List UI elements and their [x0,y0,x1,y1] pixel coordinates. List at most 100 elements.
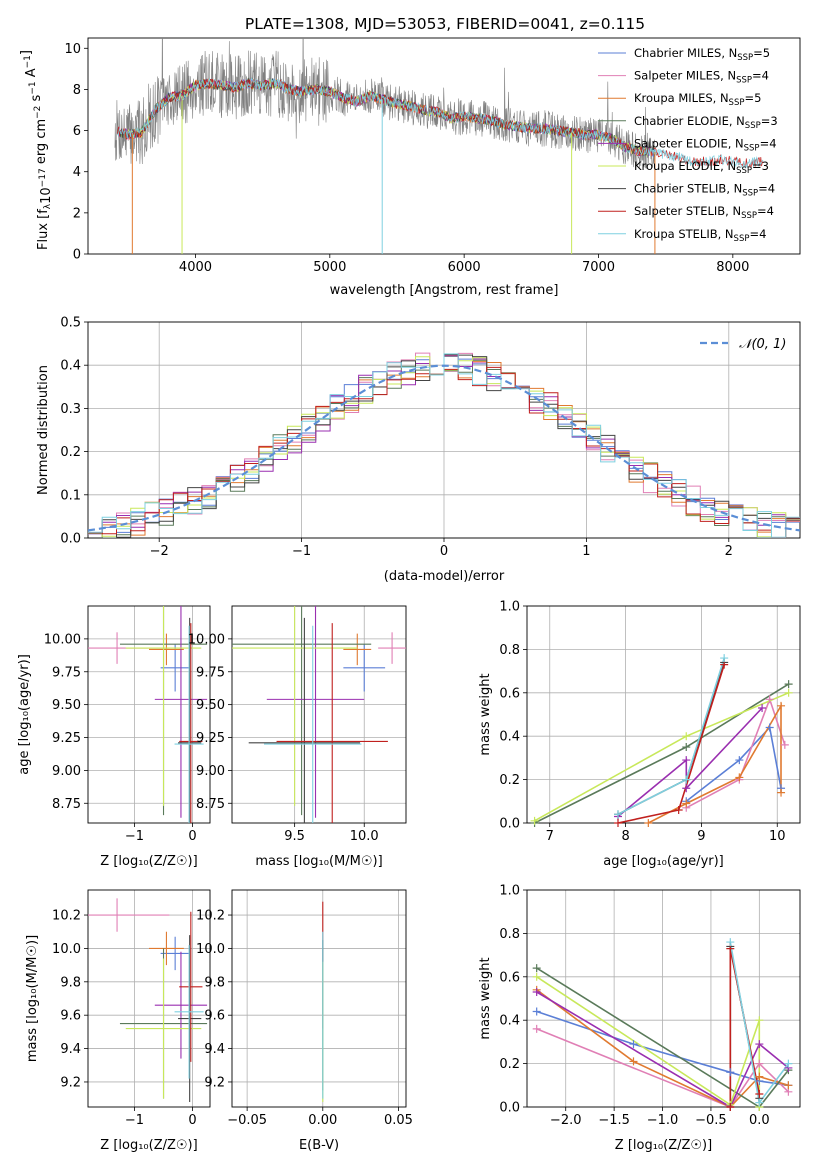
mass-weight-marker [726,1103,735,1111]
x-axis-label: mass [log₁₀(M/M☉)] [255,854,382,869]
mass-weight-line [536,1028,789,1107]
mass-weight-marker [644,819,653,827]
mass-weight-marker [765,695,774,704]
mass-weight-marker [755,1059,764,1068]
x-tick-label: 0.0 [749,1113,770,1128]
y-tick-label: 9.00 [196,764,225,779]
y-tick-label: 0.6 [499,686,520,701]
mass-weight-marker [532,964,541,973]
y-tick-label: 9.2 [60,1075,81,1090]
legend-entry: Kroupa MILES, NSSP=5 [634,91,761,108]
x-tick-label: 1 [582,544,590,559]
legend-entry: Kroupa STELIB, NSSP=4 [634,227,766,244]
mass-weight-marker [530,816,539,825]
mass-weight-marker [755,1098,764,1107]
mass-weight-marker [784,680,793,689]
y-tick-label: 0.6 [499,970,520,985]
y-tick-label: 9.6 [204,1009,225,1024]
axes-frame [87,889,211,1108]
y-tick-label: 0.4 [499,730,520,745]
y-tick-label: 6 [73,124,81,139]
y-tick-label: 8 [73,83,81,98]
y-tick-label: 9.25 [52,731,81,746]
y-tick-label: 0.2 [60,445,81,460]
x-axis-label: (data-model)/error [384,569,505,584]
mass-weight-line [536,991,789,1107]
mass-weight-marker [532,987,541,996]
observed-spectrum [114,38,656,169]
mass-weight-marker [755,1040,764,1049]
mass-weight-marker [758,703,767,712]
x-tick-label: 2 [725,544,733,559]
y-tick-label: 1.0 [499,600,520,615]
x-tick-label: 7000 [582,260,615,275]
y-tick-label: 0.1 [60,488,81,503]
residuals-panel: −2 −1 0 1 2 0.0 0.1 0.2 0.3 0.4 0.5 𝒩(0, 1) (data-mo… [36,316,801,584]
y-tick-label: 0.0 [499,817,520,832]
x-tick-label: 10 [769,829,786,844]
mass-weight-marker [674,805,683,814]
y-axis-label: mass [log₁₀(M/M☉)] [25,935,40,1062]
y-tick-label: 0 [73,248,81,263]
y-tick-label: 0.4 [60,359,81,374]
y-tick-label: 9.00 [52,764,81,779]
y-tick-label: 10.2 [196,909,225,924]
age-vs-metallicity-panel: −1 0 8.75 9.00 9.25 9.50 9.75 10.00 Z [log₁₀(Z/Z… [17,605,211,869]
x-tick-label: −1 [125,1113,144,1128]
mass-vs-metallicity-panel: −1 0 9.2 9.4 9.6 9.8 10.0 10.2 Z [log₁₀(Z/Z☉)] ma… [25,889,211,1153]
mass-weight-marker [765,723,774,732]
mass-weight-vs-age-panel: 7 8 9 10 0.0 0.2 0.4 0.6 0.8 1.0 age [log₁₀(age/yr… [478,600,801,869]
mass-weight-marker [777,701,786,710]
x-tick-label: 0.00 [308,1113,337,1128]
x-axis-label: age [log₁₀(age/yr)] [603,854,724,869]
y-tick-label: 9.4 [60,1042,81,1057]
mass-weight-marker [532,1007,541,1016]
x-tick-label: −1 [292,544,311,559]
model-spectrum [117,78,764,169]
x-tick-label: 9.5 [284,829,305,844]
mass-weight-marker [784,1059,793,1068]
residual-histogram [88,353,800,538]
x-tick-label: 7 [546,829,554,844]
y-tick-label: 1.0 [499,884,520,899]
legend-entry: 𝒩(0, 1) [739,337,786,352]
axes-frame [87,321,801,539]
legend-entry: Chabrier STELIB, NSSP=4 [634,182,775,199]
y-tick-label: 9.50 [196,698,225,713]
mass-weight-marker [735,756,744,765]
mass-weight-marker [682,743,691,752]
y-tick-label: 9.2 [204,1075,225,1090]
y-tick-label: 0.0 [499,1101,520,1116]
x-tick-label: −1 [125,829,144,844]
x-tick-label: −0.5 [695,1113,727,1128]
y-tick-label: 0.3 [60,402,81,417]
y-tick-label: 10.00 [188,632,225,647]
x-tick-label: 0 [188,829,196,844]
x-tick-label: −1.0 [647,1113,679,1128]
normal-distribution-curve [88,364,800,532]
y-tick-label: 9.8 [204,975,225,990]
x-tick-label: −2.0 [550,1113,582,1128]
mass-weight-line [729,948,761,1107]
y-tick-label: 4 [73,165,81,180]
x-tick-label: 10.0 [350,829,379,844]
mass-weight-vs-metallicity-panel: −2.0 −1.5 −1.0 −0.5 0.0 0.0 0.2 0.4 0.6 0.8 1.0 Z [… [478,884,801,1153]
y-axis-label: age [log₁₀(age/yr)] [17,654,32,775]
y-tick-label: 0.2 [499,1057,520,1072]
y-tick-label: 8.75 [196,797,225,812]
mass-weight-marker [682,799,691,808]
x-tick-label: 8000 [716,260,749,275]
x-axis-label: Z [log₁₀(Z/Z☉)] [100,854,197,869]
mass-weight-line [617,707,763,818]
y-tick-label: 0.0 [60,532,81,547]
age-vs-mass-panel: 9.5 10.0 8.75 9.00 9.25 9.50 9.75 10.00 mass [lo… [188,605,407,869]
x-tick-label: −1.5 [598,1113,630,1128]
mass-weight-marker [726,1068,735,1077]
axes-frame [87,605,211,824]
mass-weight-marker [720,654,729,663]
mass-weight-marker [784,1081,793,1090]
y-tick-label: 9.50 [52,698,81,713]
x-tick-label: 6000 [448,260,481,275]
mass-weight-marker [755,1016,764,1025]
